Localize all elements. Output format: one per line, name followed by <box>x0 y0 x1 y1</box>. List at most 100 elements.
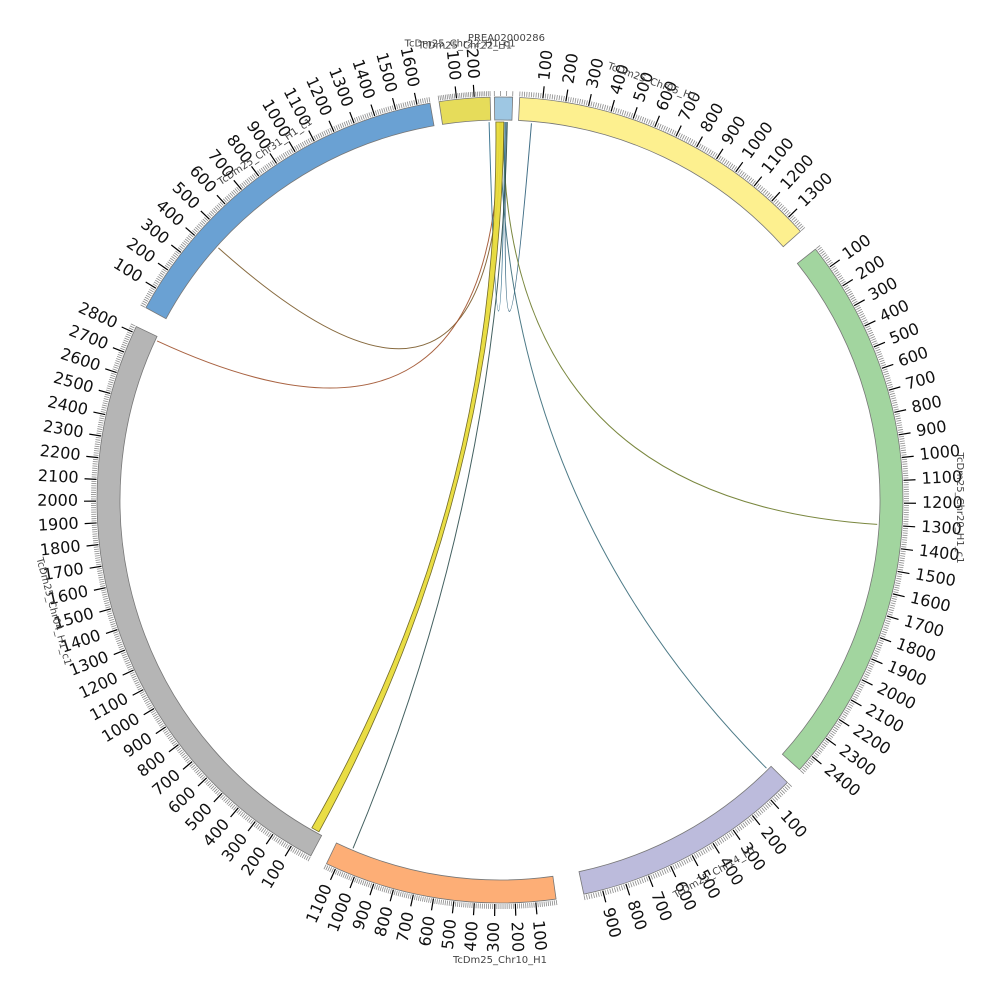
minor-tick <box>854 694 858 696</box>
minor-tick <box>862 318 866 320</box>
minor-tick <box>823 255 827 258</box>
tick-label: 400 <box>461 920 482 952</box>
minor-tick <box>209 784 213 788</box>
minor-tick <box>866 326 871 328</box>
minor-tick <box>133 678 137 680</box>
minor-tick <box>635 881 637 886</box>
tick-label: 100 <box>529 919 551 951</box>
minor-tick <box>121 346 126 348</box>
minor-tick <box>183 755 187 758</box>
minor-tick <box>895 414 900 415</box>
major-tick <box>452 901 453 913</box>
major-tick <box>894 410 906 413</box>
minor-tick <box>365 114 367 119</box>
minor-tick <box>617 887 618 892</box>
minor-tick <box>783 788 787 792</box>
minor-tick <box>883 371 888 373</box>
minor-tick <box>546 901 547 906</box>
minor-tick <box>326 130 328 135</box>
minor-tick <box>106 390 111 391</box>
minor-tick <box>182 242 186 245</box>
minor-tick <box>124 340 129 342</box>
minor-tick <box>135 682 139 684</box>
minor-tick <box>97 429 102 430</box>
minor-tick <box>801 227 805 230</box>
minor-tick <box>901 547 906 548</box>
minor-tick <box>281 154 284 158</box>
chromosome-segment-tcdm25-chr04-h1-c1 <box>97 327 322 856</box>
tick-label: 700 <box>393 910 418 944</box>
minor-tick <box>850 702 854 704</box>
minor-tick <box>338 124 340 129</box>
minor-tick <box>326 866 328 871</box>
minor-tick <box>240 812 243 816</box>
minor-tick <box>233 190 236 194</box>
minor-tick <box>116 640 121 642</box>
minor-tick <box>690 856 692 860</box>
major-tick <box>414 93 416 105</box>
tick-label: 1600 <box>908 588 952 616</box>
chromosome-segment-tcdm25-chr14-h1 <box>579 766 787 894</box>
minor-tick <box>289 150 292 154</box>
minor-tick <box>870 661 875 663</box>
minor-tick <box>111 375 116 377</box>
major-tick <box>122 327 133 332</box>
minor-tick <box>849 704 853 707</box>
minor-tick <box>196 770 200 773</box>
minor-tick <box>896 580 901 581</box>
minor-tick <box>902 455 907 456</box>
minor-tick <box>730 164 733 168</box>
minor-tick <box>187 237 191 240</box>
minor-tick <box>668 867 670 872</box>
minor-tick <box>356 117 358 122</box>
minor-tick <box>296 850 298 854</box>
minor-tick <box>169 738 173 741</box>
minor-tick <box>743 173 746 177</box>
minor-tick <box>350 119 352 124</box>
minor-tick <box>93 542 98 543</box>
minor-tick <box>888 387 893 388</box>
minor-tick <box>848 706 852 709</box>
minor-tick <box>825 256 829 259</box>
minor-tick <box>420 896 421 901</box>
minor-tick <box>155 280 159 283</box>
minor-tick <box>586 895 587 900</box>
minor-tick <box>336 125 338 130</box>
minor-tick <box>382 109 383 114</box>
minor-tick <box>867 669 872 671</box>
tick-label: 1800 <box>39 536 82 559</box>
minor-tick <box>756 812 759 816</box>
minor-tick <box>119 648 124 650</box>
minor-tick <box>147 293 151 296</box>
minor-tick <box>741 824 744 828</box>
minor-tick <box>363 115 365 120</box>
minor-tick <box>651 875 653 880</box>
minor-tick <box>225 799 228 803</box>
minor-tick <box>889 391 894 392</box>
minor-tick <box>786 785 790 789</box>
minor-tick <box>259 169 262 173</box>
minor-tick <box>224 798 227 802</box>
minor-tick <box>840 279 844 282</box>
minor-tick <box>409 101 410 106</box>
minor-tick <box>306 140 308 144</box>
minor-tick <box>857 309 861 311</box>
minor-tick <box>870 336 875 338</box>
minor-tick <box>877 646 882 648</box>
minor-tick <box>346 121 348 126</box>
minor-tick <box>765 191 768 195</box>
minor-tick <box>328 129 330 134</box>
minor-tick <box>377 110 378 115</box>
minor-tick <box>197 226 201 229</box>
minor-tick <box>169 260 173 263</box>
minor-tick <box>298 144 300 148</box>
minor-tick <box>300 143 302 147</box>
minor-tick <box>718 156 721 160</box>
minor-tick <box>624 885 626 890</box>
minor-tick <box>209 213 213 217</box>
minor-tick <box>98 424 103 425</box>
minor-tick <box>719 839 722 843</box>
minor-tick <box>98 422 103 423</box>
minor-tick <box>144 299 148 301</box>
minor-tick <box>609 106 610 111</box>
